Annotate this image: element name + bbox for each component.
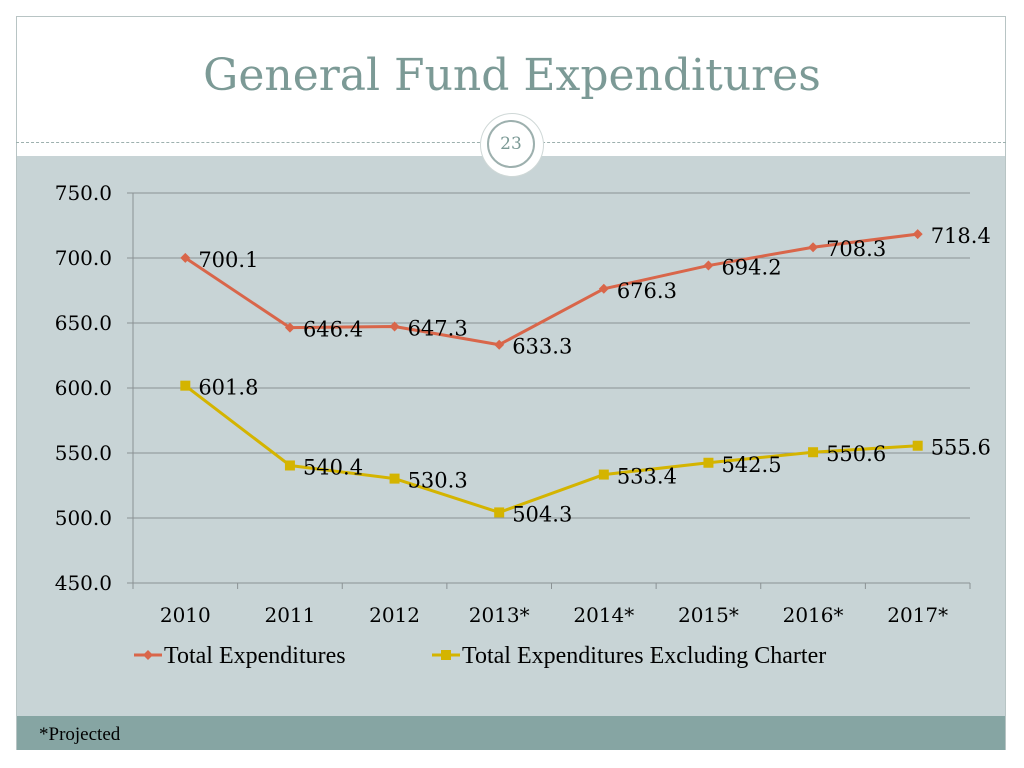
- data-label: 646.4: [303, 318, 363, 342]
- footer-bar: *Projected: [17, 716, 1005, 750]
- y-tick-label: 450.0: [55, 571, 112, 595]
- data-label: 647.3: [408, 317, 468, 341]
- y-tick-label: 700.0: [55, 246, 112, 270]
- footnote: *Projected: [39, 724, 121, 745]
- y-tick-label: 600.0: [55, 376, 112, 400]
- x-tick-label: 2012: [369, 603, 420, 627]
- data-label: 718.4: [931, 224, 991, 248]
- data-label: 633.3: [512, 335, 572, 359]
- data-label: 676.3: [617, 279, 677, 303]
- data-point-square: [389, 473, 400, 484]
- grid-lines: [133, 192, 970, 519]
- data-point-diamond: [598, 283, 609, 294]
- data-point-square: [703, 457, 714, 468]
- data-point-diamond: [703, 260, 714, 271]
- y-tick-label: 550.0: [55, 441, 112, 465]
- data-point-square: [912, 440, 923, 451]
- data-label: 550.6: [826, 442, 886, 466]
- x-tick-label: 2011: [264, 603, 315, 627]
- data-label: 555.6: [931, 436, 991, 460]
- series: [180, 229, 923, 518]
- page-number: 23: [487, 120, 535, 168]
- data-label: 530.3: [408, 469, 468, 493]
- data-point-square: [180, 380, 191, 391]
- data-label: 504.3: [512, 502, 572, 526]
- data-label: 601.8: [198, 376, 258, 400]
- data-label: 533.4: [617, 465, 677, 489]
- data-point-diamond: [494, 339, 505, 350]
- page-number-badge: 23: [481, 114, 543, 176]
- chart-area: [17, 156, 1005, 716]
- y-tick-label: 500.0: [55, 506, 112, 530]
- data-point-diamond: [284, 322, 295, 333]
- data-label: 540.4: [303, 455, 363, 479]
- x-tick-label: 2015*: [678, 603, 739, 627]
- legend-label-1: Total Expenditures: [164, 643, 346, 669]
- data-label: 542.5: [721, 453, 781, 477]
- data-point-square: [284, 460, 295, 471]
- data-label: 694.2: [721, 256, 781, 280]
- y-tick-label: 750.0: [55, 181, 112, 205]
- x-tick-label: 2014*: [573, 603, 634, 627]
- y-tick-label: 650.0: [55, 311, 112, 335]
- data-point-square: [808, 447, 819, 458]
- legend-label-2: Total Expenditures Excluding Charter: [462, 643, 826, 669]
- data-labels: 700.1 646.4 647.3 633.3 676.3 694.2 708.3 718.4…: [198, 224, 991, 526]
- series-line-2: [184, 384, 918, 514]
- x-tick-label: 2010: [160, 603, 211, 627]
- axes: 450.0 500.0 550.0 600.0 650.0 700.0 750.0 2010 2…: [55, 181, 971, 627]
- data-label: 700.1: [198, 248, 258, 272]
- data-point-square: [494, 507, 505, 518]
- data-point-diamond: [180, 252, 191, 263]
- legend-marker-diamond: [143, 650, 153, 660]
- slide-title: General Fund Expenditures: [203, 50, 821, 101]
- legend: Total Expenditures Total Expenditures Exc…: [134, 643, 826, 669]
- x-tick-label: 2017*: [887, 603, 948, 627]
- data-label: 708.3: [826, 237, 886, 261]
- data-point-diamond: [389, 321, 400, 332]
- legend-marker-square: [441, 650, 451, 660]
- x-tick-label: 2016*: [783, 603, 844, 627]
- data-point-diamond: [912, 229, 923, 240]
- data-point-square: [598, 469, 609, 480]
- x-tick-label: 2013*: [469, 603, 530, 627]
- data-point-diamond: [808, 242, 819, 253]
- series-line-1: [184, 232, 918, 347]
